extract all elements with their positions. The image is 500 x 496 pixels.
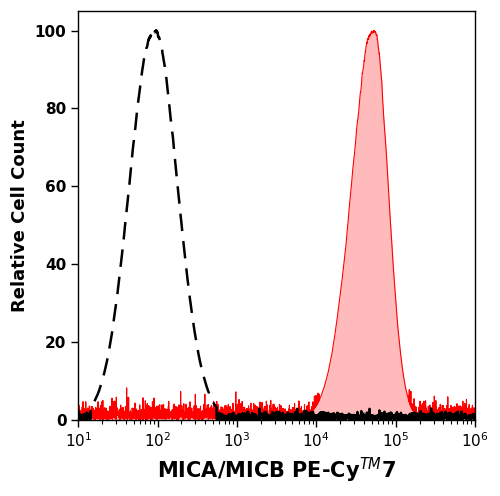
Y-axis label: Relative Cell Count: Relative Cell Count: [11, 119, 29, 312]
X-axis label: MICA/MICB PE-Cy$^{TM}$7: MICA/MICB PE-Cy$^{TM}$7: [157, 456, 396, 485]
